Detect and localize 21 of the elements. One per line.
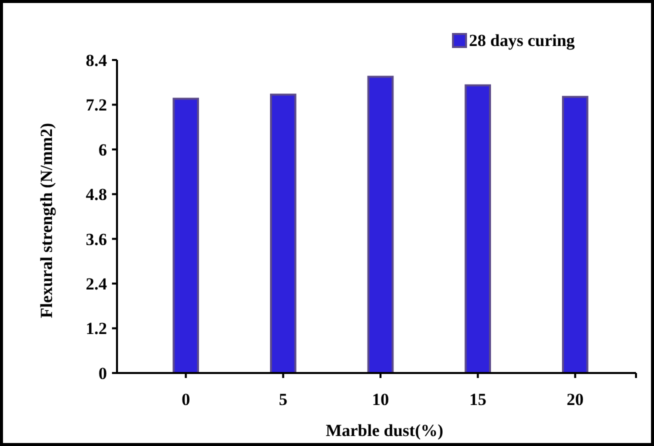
y-tick-label: 1.2 bbox=[86, 319, 107, 338]
bar bbox=[270, 94, 296, 374]
x-tick-label: 10 bbox=[372, 390, 389, 409]
y-tick-label: 8.4 bbox=[86, 50, 108, 70]
x-tick-label: 20 bbox=[566, 390, 584, 409]
x-tick-label: 5 bbox=[278, 390, 288, 409]
legend-label: 28 days curing bbox=[469, 31, 576, 50]
y-tick-label: 6 bbox=[98, 140, 107, 160]
x-tick-label: 0 bbox=[182, 390, 190, 409]
bar bbox=[172, 98, 199, 374]
y-tick-label: 4.8 bbox=[86, 185, 107, 204]
y-axis-title: Flexural strength (N/mm2) bbox=[37, 122, 56, 318]
y-tick-label: 0 bbox=[98, 364, 107, 383]
y-tick-label: 7.2 bbox=[86, 96, 107, 115]
bar bbox=[367, 76, 394, 374]
bar bbox=[464, 84, 491, 374]
x-tick-label: 15 bbox=[469, 390, 486, 409]
x-axis-title: Marble dust(%) bbox=[326, 421, 444, 440]
y-tick-label: 3.6 bbox=[86, 230, 107, 249]
bar bbox=[562, 96, 588, 374]
y-tick-label: 2.4 bbox=[86, 274, 108, 294]
